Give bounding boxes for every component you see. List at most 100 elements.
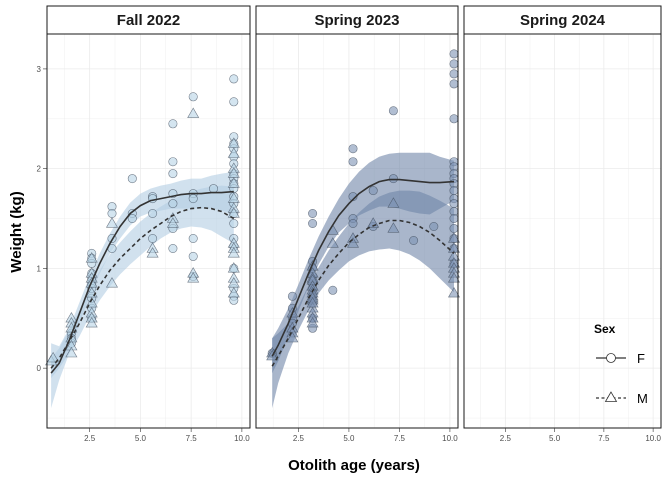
y-tick-label: 2 [37, 165, 42, 174]
data-point-f [188, 92, 198, 102]
data-point-f [168, 169, 178, 179]
data-point-f [308, 219, 318, 229]
data-point-m [105, 217, 119, 228]
data-point-m [65, 346, 78, 358]
data-point-m [187, 107, 200, 118]
x-tick-label: 2.5 [500, 434, 512, 443]
facet-strip [463, 5, 662, 35]
data-point-f [168, 244, 178, 254]
confidence-ribbon-m [272, 190, 454, 409]
confidence-ribbon-m [51, 185, 234, 379]
data-point-f [368, 186, 378, 196]
panel: Fall 2022 2.5 5.0 7.5 10.0 [45, 5, 251, 443]
y-tick-label: 3 [37, 65, 42, 74]
data-point-m [166, 217, 179, 228]
facet-title: Spring 2023 [314, 12, 399, 29]
y-tick-label: 0 [37, 364, 42, 373]
data-point-f [388, 106, 398, 116]
data-point-m [227, 207, 240, 218]
data-point-f [449, 214, 459, 224]
data-point-m [105, 277, 119, 288]
legend-label-f: F [637, 351, 645, 366]
x-tick-label: 5.0 [135, 434, 147, 443]
facet-strip [255, 5, 459, 35]
data-point-f [287, 291, 297, 301]
data-point-m [306, 317, 319, 328]
data-point-f [127, 174, 137, 184]
legend-circle-icon [606, 353, 616, 363]
x-tick-label: 7.5 [394, 434, 406, 443]
data-point-m [85, 317, 98, 328]
y-tick-label: 1 [37, 264, 42, 273]
data-point-m [326, 237, 339, 248]
data-point-f [127, 214, 137, 224]
data-point-m [346, 237, 360, 248]
legend-label-m: M [637, 391, 648, 406]
panel-background [464, 34, 661, 428]
data-point-m [306, 297, 319, 308]
fit-line-m [271, 219, 455, 367]
x-tick-label: 10.0 [645, 434, 661, 443]
data-point-f [449, 59, 459, 69]
data-point-f [449, 69, 459, 79]
data-point-f [107, 209, 117, 219]
data-point-f [188, 251, 198, 261]
data-point-f [409, 236, 419, 246]
data-point-f [188, 194, 198, 204]
data-point-f [348, 144, 358, 154]
data-point-f [449, 199, 459, 209]
x-tick-label: 5.0 [343, 434, 355, 443]
legend: Sex F M [594, 322, 648, 406]
fit-line-f [271, 178, 455, 357]
x-tick-label: 7.5 [598, 434, 610, 443]
data-point-f [388, 174, 398, 184]
data-point-f [429, 222, 439, 232]
fit-line-f [50, 190, 234, 374]
data-point-m [187, 272, 200, 283]
data-point-f [209, 184, 219, 194]
data-point-m [227, 147, 240, 158]
data-point-m [227, 247, 240, 258]
data-point-f [348, 219, 358, 229]
facet-title: Fall 2022 [117, 12, 180, 29]
data-point-f [348, 192, 358, 202]
data-point-f [188, 234, 198, 244]
data-point-f [449, 186, 459, 196]
data-point-f [168, 199, 178, 209]
facet-strip [46, 5, 251, 35]
data-point-f [308, 209, 318, 219]
y-axis-title: Weight (kg) [8, 191, 25, 272]
data-point-f [449, 49, 459, 59]
x-tick-label: 2.5 [84, 434, 96, 443]
data-point-f [148, 209, 158, 219]
legend-triangle-icon [604, 391, 618, 402]
x-axis-title: Otolith age (years) [288, 457, 420, 474]
data-point-m [227, 287, 240, 298]
x-tick-label: 10.0 [234, 434, 250, 443]
data-point-m [387, 222, 400, 233]
x-tick-label: 10.0 [442, 434, 458, 443]
data-point-m [227, 177, 240, 188]
data-point-f [449, 79, 459, 89]
facet-title: Spring 2024 [520, 12, 606, 29]
data-point-f [449, 224, 459, 234]
data-point-m [286, 331, 299, 343]
data-point-m [447, 272, 461, 283]
data-point-f [348, 157, 358, 167]
data-point-f [328, 285, 338, 295]
data-point-f [168, 157, 178, 167]
panel: Spring 2023 2.5 5.0 7.5 10.0 [255, 5, 461, 443]
data-point-f [229, 219, 239, 229]
data-point-m [146, 247, 159, 258]
x-tick-label: 7.5 [186, 434, 198, 443]
data-point-f [229, 97, 239, 107]
data-point-f [148, 234, 158, 244]
legend-title: Sex [594, 322, 616, 336]
data-point-m [447, 287, 461, 298]
data-point-f [168, 119, 178, 129]
data-point-m [85, 252, 98, 263]
data-point-f [449, 114, 459, 124]
x-tick-label: 5.0 [549, 434, 561, 443]
data-point-m [387, 197, 400, 208]
